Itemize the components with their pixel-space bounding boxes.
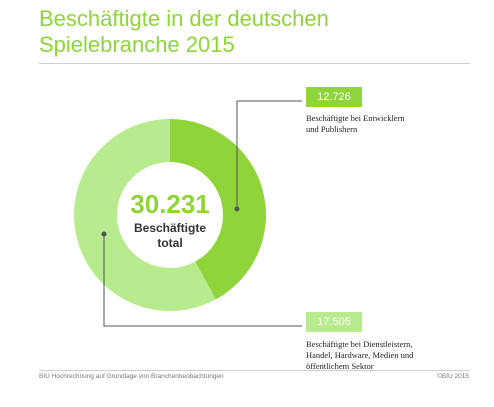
value-badge-developers: 12.726 bbox=[306, 87, 362, 107]
connector-line-service bbox=[103, 234, 302, 327]
label-service: Beschäftigte bei Dienstleistern, Handel,… bbox=[306, 339, 466, 372]
footer-divider bbox=[39, 370, 470, 371]
slice-service-providers bbox=[74, 119, 216, 311]
slice-developers-publishers bbox=[170, 119, 266, 300]
total-label-line-2: total bbox=[157, 236, 183, 250]
chart-title: Beschäftigte in der deutschen Spielebran… bbox=[39, 6, 469, 58]
total-label-line-1: Beschäftigte bbox=[133, 221, 207, 235]
connector-dot-service bbox=[101, 231, 107, 237]
total-value: 30.231 bbox=[130, 189, 210, 219]
label-developers: Beschäftigte bei Entwicklern und Publish… bbox=[306, 113, 466, 135]
label-developers-line-1: Beschäftigte bei Entwicklern bbox=[306, 113, 405, 123]
label-service-line-2: Handel, Hardware, Medien und bbox=[306, 350, 414, 360]
source-note: BIU Hochrechnung auf Grundlage von Branc… bbox=[39, 373, 224, 380]
connector-line-developers bbox=[236, 100, 302, 209]
label-developers-line-2: und Publishern bbox=[306, 124, 358, 134]
connector-dot-developers bbox=[234, 206, 240, 212]
title-divider bbox=[39, 63, 470, 64]
label-service-line-3: öffentlichem Sektor bbox=[306, 361, 374, 371]
chart-title-line-1: Beschäftigte in der deutschen bbox=[39, 6, 329, 31]
label-service-line-1: Beschäftigte bei Dienstleistern, bbox=[306, 339, 413, 349]
value-badge-service: 17.505 bbox=[306, 312, 362, 332]
chart-title-line-2: Spielebranche 2015 bbox=[39, 32, 235, 57]
copyright-note: ©BIU 2015 bbox=[437, 373, 469, 380]
total-label: Beschäftigte total bbox=[110, 221, 230, 251]
